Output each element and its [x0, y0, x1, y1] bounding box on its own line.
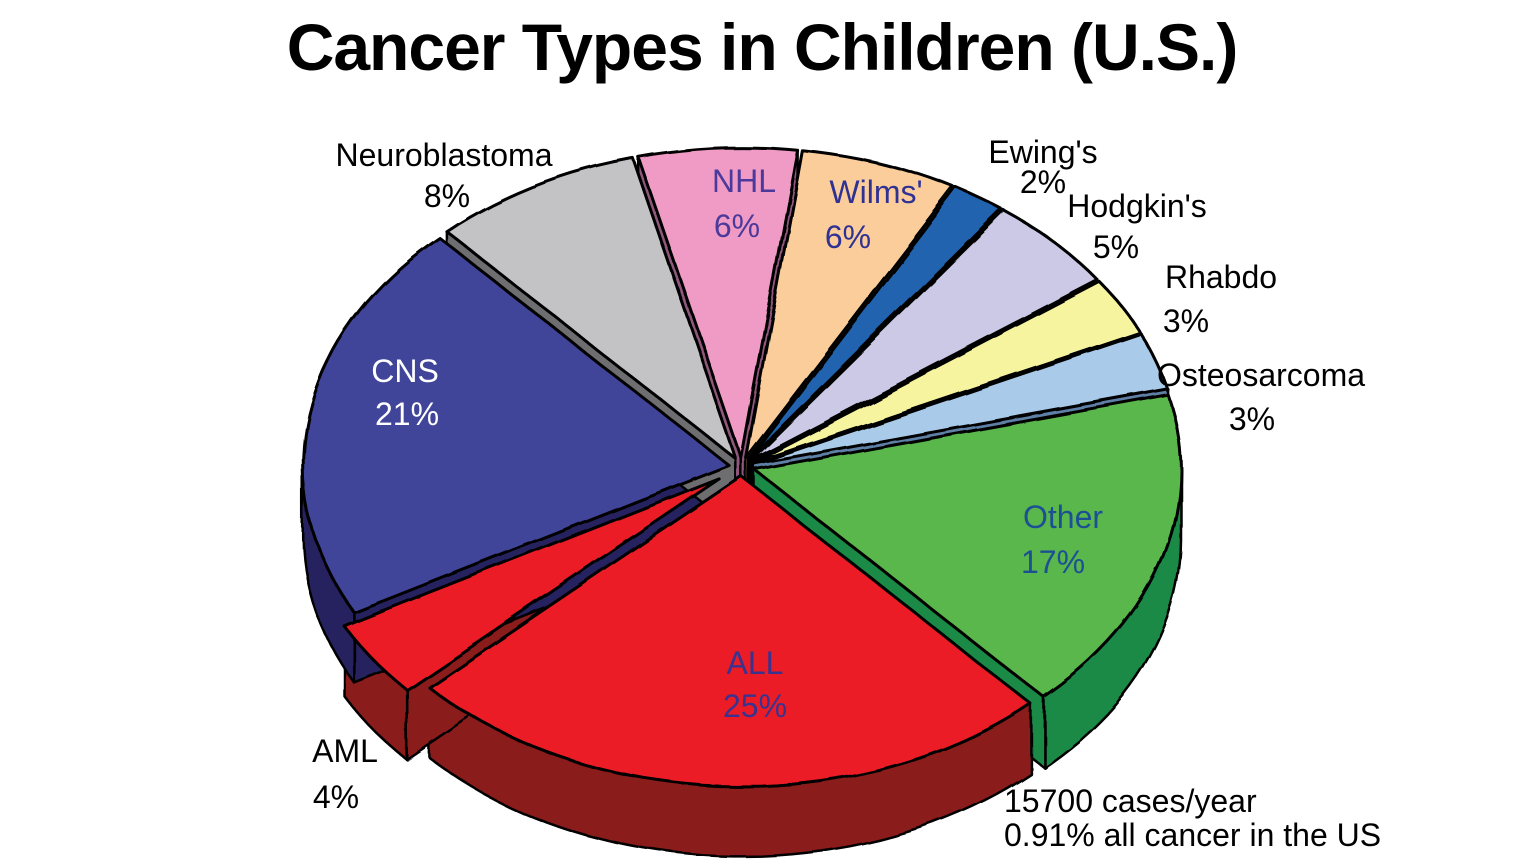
- slice-pct-wilms: 6%: [825, 219, 871, 255]
- slice-label-group-hodgkins: Hodgkin's 5%: [1067, 188, 1207, 265]
- slice-label-neuroblastoma: Neuroblastoma: [336, 137, 553, 173]
- pie-slice-cns: [301, 236, 731, 615]
- slice-label-group-ewings: Ewing's2%: [988, 134, 1097, 200]
- slice-label-hodgkins: Hodgkin's: [1067, 188, 1207, 224]
- slice-label-group-other: Other 17%: [1021, 499, 1103, 580]
- pie-slice-neuroblastoma: [444, 156, 738, 461]
- slice-label-group-neuroblastoma: Neuroblastoma 8%: [336, 137, 553, 214]
- slice-label-rhabdo: Rhabdo: [1165, 259, 1277, 295]
- pie-slice-osteosarcoma: [752, 332, 1170, 466]
- slice-pct-nhl: 6%: [714, 208, 760, 244]
- pie-top-faces: [301, 146, 1182, 788]
- slice-label-group-cns: CNS 21%: [371, 353, 439, 432]
- pie-slice-all: [427, 475, 1033, 788]
- slice-label-all: ALL: [727, 645, 784, 681]
- slice-label-cns: CNS: [371, 353, 439, 389]
- pie-slice-other: [753, 393, 1182, 699]
- slice-label-group-wilms: Wilms' 6%: [825, 174, 923, 255]
- slice-pct-rhabdo: 3%: [1163, 303, 1209, 339]
- annotation-cases-per-year: 15700 cases/year: [1004, 783, 1257, 819]
- pie-3d: [301, 146, 1182, 858]
- pie-slice-ewings: [747, 186, 1004, 461]
- slice-label-other: Other: [1023, 499, 1103, 535]
- pie-slice-rhabdo: [751, 280, 1142, 464]
- chart-annotation: 15700 cases/year 0.91% all cancer in the…: [1004, 783, 1381, 853]
- slice-label-osteosarcoma: Osteosarcoma: [1157, 357, 1365, 393]
- slice-label-aml: AML: [312, 733, 378, 769]
- slice-pct-osteosarcoma: 3%: [1229, 401, 1275, 437]
- slice-label-group-rhabdo: Rhabdo 3%: [1163, 259, 1277, 339]
- slice-labels: NHL 6% Wilms' 6% Ewing's2%Hodgkin's 5% Rhabdo 3…: [312, 134, 1365, 815]
- pie-slice-hodgkins: [749, 209, 1100, 462]
- slice-label-wilms: Wilms': [829, 174, 922, 210]
- slice-pct-hodgkins: 5%: [1093, 229, 1139, 265]
- slice-label-ewings: Ewing's: [988, 134, 1097, 170]
- annotation-share-of-all-cancer: 0.91% all cancer in the US: [1004, 817, 1381, 853]
- chart-title: Cancer Types in Children (U.S.): [287, 10, 1238, 84]
- slice-label-nhl: NHL: [712, 163, 776, 199]
- slice-label-group-osteosarcoma: Osteosarcoma 3%: [1157, 357, 1365, 437]
- slice-pct-neuroblastoma: 8%: [424, 178, 470, 214]
- slice-label-group-all: ALL 25%: [723, 645, 787, 724]
- slice-pct-other: 17%: [1021, 544, 1085, 580]
- slice-pct-all: 25%: [723, 688, 787, 724]
- pie-slice-aml: [343, 477, 721, 691]
- slice-pct-ewings: 2%: [1020, 164, 1066, 200]
- slice-label-group-nhl: NHL 6%: [712, 163, 776, 244]
- slice-pct-cns: 21%: [375, 396, 439, 432]
- slice-label-group-aml: AML 4%: [312, 733, 378, 815]
- pie-slice-nhl: [636, 146, 800, 460]
- pie-slice-wilms: [744, 149, 956, 460]
- slice-pct-aml: 4%: [313, 779, 359, 815]
